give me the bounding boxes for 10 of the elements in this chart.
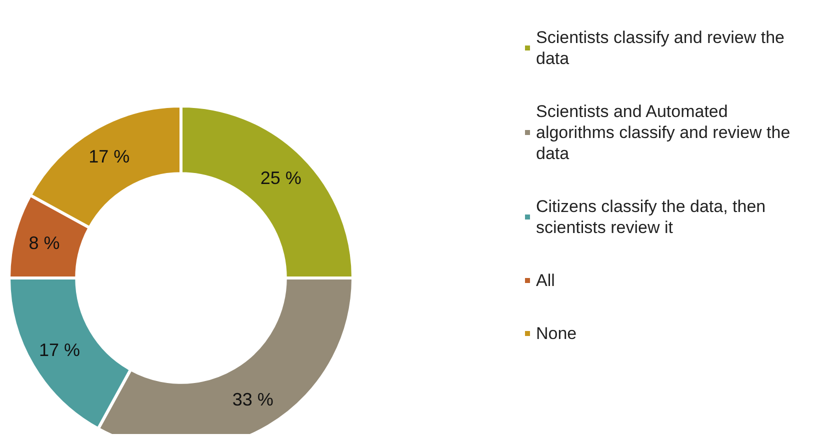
legend-label: None <box>536 324 577 343</box>
data-label: 8 % <box>28 232 60 253</box>
data-label: 17 % <box>38 340 80 360</box>
data-label: 17 % <box>88 146 130 166</box>
data-label: 25 % <box>260 168 302 188</box>
legend-label: Scientists and Automated algorithms classify and review the data <box>536 102 795 163</box>
legend-label: All <box>536 271 555 290</box>
legend-label: Citizens classify the data, then scientists review it <box>536 197 770 237</box>
data-label: 33 % <box>232 390 274 410</box>
legend-label: Scientists classify and review the data <box>536 28 790 68</box>
